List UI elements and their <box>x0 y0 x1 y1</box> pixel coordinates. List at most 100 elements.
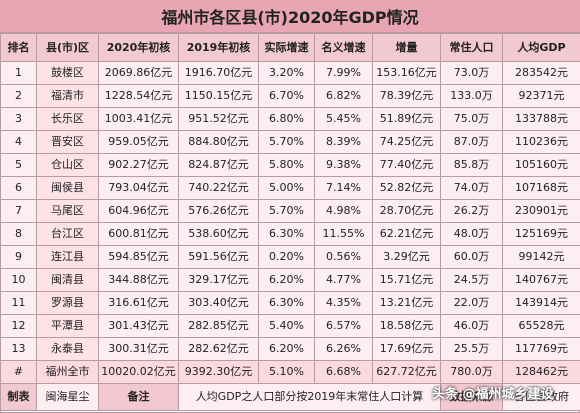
table-cell: 740.22亿元 <box>178 176 259 200</box>
table-cell: 884.80亿元 <box>178 130 259 154</box>
table-cell: 959.05亿元 <box>98 130 179 154</box>
table-cell: 4.35% <box>314 291 373 315</box>
table-cell: 600.81亿元 <box>98 222 179 246</box>
table-cell: 24.5万 <box>440 268 503 292</box>
table-cell: 5.00% <box>258 176 315 200</box>
table-cell: 65528元 <box>502 314 580 338</box>
table-cell: 230901元 <box>502 199 580 223</box>
table-cell: 6.80% <box>258 107 315 131</box>
table-cell: 153.16亿元 <box>372 61 441 85</box>
table-cell: 5.45% <box>314 107 373 131</box>
table-cell: 28.70亿元 <box>372 199 441 223</box>
table-cell: 117769元 <box>502 337 580 361</box>
table-cell: 仓山区 <box>36 153 99 177</box>
table-cell: 902.27亿元 <box>98 153 179 177</box>
source-value: 各区县政府 <box>502 383 580 411</box>
header-nominal-growth: 名义增速 <box>314 33 373 62</box>
table-cell: 长乐区 <box>36 107 99 131</box>
table-cell: 11.55% <box>314 222 373 246</box>
table-cell: 793.04亿元 <box>98 176 179 200</box>
table-cell: 74.25亿元 <box>372 130 441 154</box>
table-row: 1 鼓楼区 2069.86亿元 1916.70亿元 3.20% 7.99% 153.16亿元… <box>0 61 580 85</box>
table-cell: 75.0万 <box>440 107 503 131</box>
header-gdp-2019: 2019年初核 <box>178 33 259 62</box>
table-row: 8 台江区 600.81亿元 538.60亿元 6.30% 11.55% 62.21亿元 48… <box>0 222 580 246</box>
table-cell: 6.68% <box>314 360 373 384</box>
table-cell: 6.70% <box>258 84 315 108</box>
table-cell: 4.77% <box>314 268 373 292</box>
table-cell: 1150.15亿元 <box>178 84 259 108</box>
table-cell: 福清市 <box>36 84 99 108</box>
table-cell: 77.40亿元 <box>372 153 441 177</box>
page-title: 福州市各区县(市)2020年GDP情况 <box>0 0 580 33</box>
table-cell: 10 <box>0 268 37 292</box>
table-cell: 301.43亿元 <box>98 314 179 338</box>
table-cell: 8.39% <box>314 130 373 154</box>
table-cell: 6.82% <box>314 84 373 108</box>
header-district: 县(市)区 <box>36 33 99 62</box>
table-cell: 9392.30亿元 <box>178 360 259 384</box>
table-cell: 125169元 <box>502 222 580 246</box>
table-row: 13 永泰县 300.31亿元 282.62亿元 6.20% 6.26% 17.69亿元 25… <box>0 337 580 361</box>
table-cell: 4 <box>0 130 37 154</box>
table-cell: # <box>0 360 37 384</box>
table-cell: 12 <box>0 314 37 338</box>
table-cell: 5.80% <box>258 153 315 177</box>
table-cell: 7.14% <box>314 176 373 200</box>
header-real-growth: 实际增速 <box>258 33 315 62</box>
table-cell: 3 <box>0 107 37 131</box>
table-cell: 85.8万 <box>440 153 503 177</box>
table-cell: 303.40亿元 <box>178 291 259 315</box>
table-cell: 60.0万 <box>440 245 503 269</box>
table-cell: 344.88亿元 <box>98 268 179 292</box>
table-cell: 594.85亿元 <box>98 245 179 269</box>
table-cell: 1228.54亿元 <box>98 84 179 108</box>
table-cell: 5.70% <box>258 199 315 223</box>
table-cell: 22.0万 <box>440 291 503 315</box>
table-cell: 永泰县 <box>36 337 99 361</box>
table-cell: 5 <box>0 153 37 177</box>
table-cell: 951.52亿元 <box>178 107 259 131</box>
table-cell: 2 <box>0 84 37 108</box>
table-cell: 7.99% <box>314 61 373 85</box>
table-cell: 133.0万 <box>440 84 503 108</box>
table-cell: 福州全市 <box>36 360 99 384</box>
table-cell: 6.57% <box>314 314 373 338</box>
watermark-text: 头条 @福州城乡建设 <box>432 386 554 402</box>
table-cell: 晋安区 <box>36 130 99 154</box>
table-cell: 平潭县 <box>36 314 99 338</box>
table-cell: 74.0万 <box>440 176 503 200</box>
table-row: 11 罗源县 316.61亿元 303.40亿元 6.30% 4.35% 13.21亿元 22… <box>0 291 580 315</box>
note-label: 备注 <box>98 383 179 411</box>
table-cell: 11 <box>0 291 37 315</box>
table-row: 7 马尾区 604.96亿元 576.26亿元 5.70% 4.98% 28.70亿元 26.… <box>0 199 580 223</box>
note-text: 人均GDP之人口部分按2019年末常住人口计算 <box>178 383 441 411</box>
table-cell: 92371元 <box>502 84 580 108</box>
table-cell: 台江区 <box>36 222 99 246</box>
table-cell: 52.82亿元 <box>372 176 441 200</box>
table-cell: 10020.02亿元 <box>98 360 179 384</box>
table-cell: 1003.41亿元 <box>98 107 179 131</box>
table-cell: 62.21亿元 <box>372 222 441 246</box>
header-gdp-2020: 2020年初核 <box>98 33 179 62</box>
table-cell: 316.61亿元 <box>98 291 179 315</box>
table-cell: 5.10% <box>258 360 315 384</box>
watermark: 头条 @福州城乡建设 <box>432 381 580 403</box>
table-cell: 6.26% <box>314 337 373 361</box>
table-cell: 13 <box>0 337 37 361</box>
table-cell: 282.85亿元 <box>178 314 259 338</box>
table-cell: 马尾区 <box>36 199 99 223</box>
table-cell: 6 <box>0 176 37 200</box>
table-cell: 591.56亿元 <box>178 245 259 269</box>
table-cell: 8 <box>0 222 37 246</box>
table-cell: 99142元 <box>502 245 580 269</box>
table-row: 9 连江县 594.85亿元 591.56亿元 0.20% 0.56% 3.29亿元 60.0… <box>0 245 580 269</box>
table-cell: 140767元 <box>502 268 580 292</box>
table-cell: 3.29亿元 <box>372 245 441 269</box>
table-cell: 48.0万 <box>440 222 503 246</box>
table-cell: 576.26亿元 <box>178 199 259 223</box>
table-cell: 538.60亿元 <box>178 222 259 246</box>
table-cell: 罗源县 <box>36 291 99 315</box>
table-cell: 7 <box>0 199 37 223</box>
table-cell: 87.0万 <box>440 130 503 154</box>
